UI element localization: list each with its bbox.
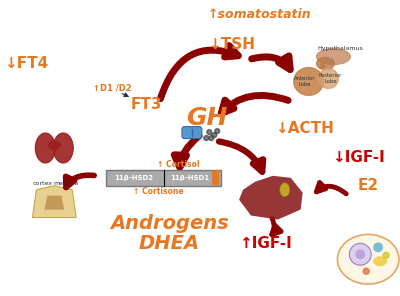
Ellipse shape [280, 183, 290, 197]
Text: Androgens: Androgens [110, 214, 229, 233]
Text: 11β-HSD1: 11β-HSD1 [170, 175, 209, 181]
Ellipse shape [373, 256, 387, 266]
Ellipse shape [53, 133, 73, 163]
Text: cortex: cortex [32, 181, 52, 186]
Text: GH: GH [186, 106, 227, 130]
Polygon shape [44, 196, 64, 210]
Circle shape [383, 252, 389, 258]
Circle shape [363, 268, 369, 274]
Text: E2: E2 [358, 178, 379, 193]
Text: Anterior
Lobe: Anterior Lobe [294, 76, 315, 87]
Text: ↓FT4: ↓FT4 [4, 56, 49, 71]
Ellipse shape [48, 141, 60, 149]
Circle shape [209, 136, 214, 141]
FancyBboxPatch shape [212, 170, 219, 185]
FancyBboxPatch shape [106, 170, 221, 186]
Polygon shape [320, 62, 326, 69]
Text: ↓IGF-I: ↓IGF-I [332, 150, 385, 165]
Text: ↓TSH: ↓TSH [208, 37, 255, 52]
FancyBboxPatch shape [182, 127, 202, 139]
Ellipse shape [318, 69, 338, 89]
Text: ↑IGF-I: ↑IGF-I [240, 236, 292, 251]
Polygon shape [32, 186, 76, 218]
Text: Posterior
Lobe: Posterior Lobe [319, 73, 342, 84]
Circle shape [349, 243, 371, 265]
Circle shape [207, 130, 212, 135]
Circle shape [355, 249, 365, 259]
Text: ↓ACTH: ↓ACTH [275, 121, 334, 136]
Circle shape [212, 133, 217, 138]
Text: ↑ Cortisone: ↑ Cortisone [133, 187, 184, 196]
Text: medulla: medulla [54, 181, 79, 186]
Text: 11β-HSD2: 11β-HSD2 [114, 175, 153, 181]
Text: DHEA: DHEA [139, 234, 200, 253]
Circle shape [215, 129, 220, 133]
Text: ↑somatostatin: ↑somatostatin [207, 8, 311, 21]
Ellipse shape [316, 49, 350, 65]
Circle shape [373, 242, 383, 252]
Ellipse shape [36, 133, 55, 163]
Circle shape [204, 136, 209, 141]
Text: FT3: FT3 [131, 97, 162, 112]
Text: ↑D1 /D2: ↑D1 /D2 [93, 84, 131, 93]
Ellipse shape [294, 67, 324, 95]
Ellipse shape [338, 234, 399, 284]
Ellipse shape [316, 58, 334, 70]
Polygon shape [239, 176, 303, 220]
Text: Hypothalamus: Hypothalamus [318, 46, 363, 51]
Text: ↑ Cortisol: ↑ Cortisol [157, 160, 200, 169]
